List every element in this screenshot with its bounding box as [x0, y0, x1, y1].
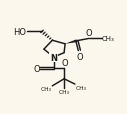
Text: CH₃: CH₃ [75, 85, 86, 90]
Text: O: O [76, 52, 83, 61]
Text: O: O [61, 58, 68, 67]
Polygon shape [65, 40, 77, 44]
Text: O: O [33, 64, 40, 73]
Text: CH₃: CH₃ [102, 36, 115, 42]
Text: N: N [50, 53, 57, 62]
Text: O: O [86, 29, 92, 38]
Text: CH₃: CH₃ [59, 89, 70, 94]
Text: CH₃: CH₃ [41, 87, 52, 92]
Text: HO: HO [13, 28, 26, 37]
